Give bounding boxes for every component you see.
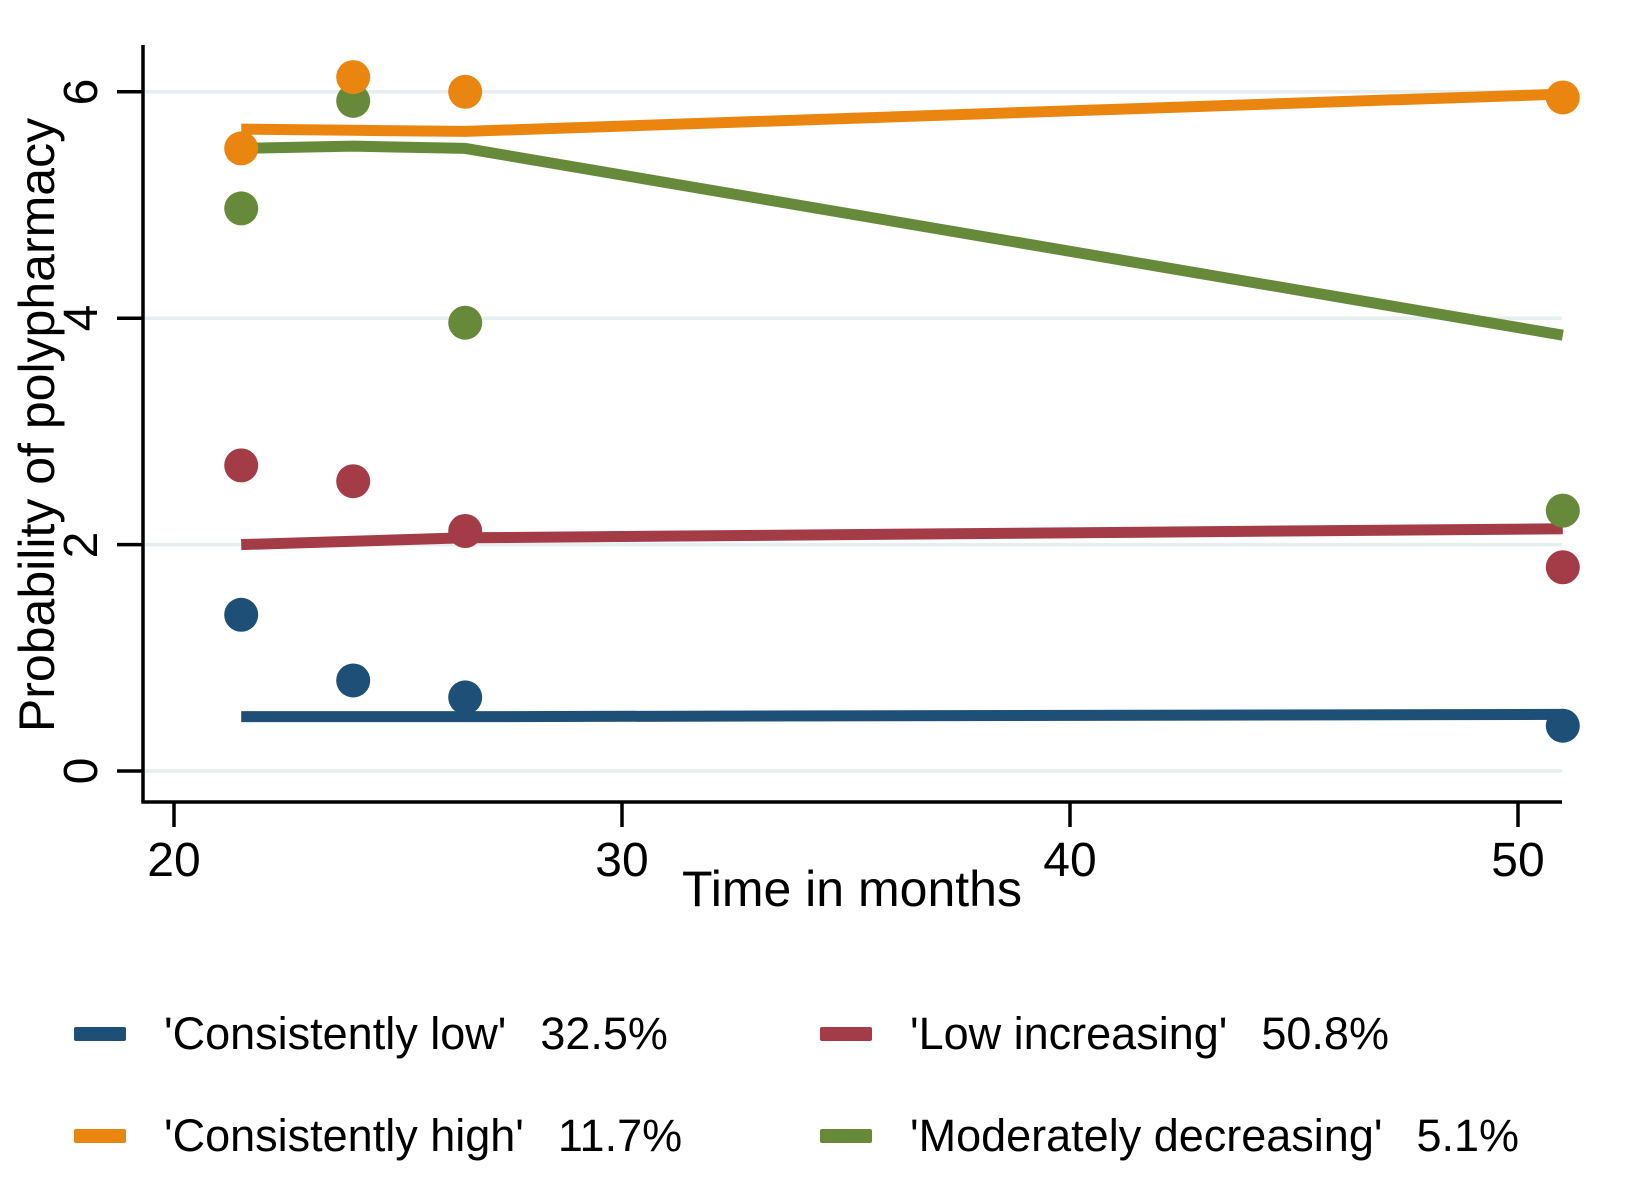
legend-swatch-low-increasing — [820, 1026, 872, 1041]
legend-item-consistently-low: 'Consistently low' 32.5% — [74, 1008, 820, 1060]
data-point — [224, 448, 259, 483]
data-point — [448, 680, 483, 715]
data-point — [224, 597, 259, 632]
y-tick-label: 6 — [55, 78, 108, 106]
data-point — [448, 514, 483, 549]
legend-label: 'Consistently high' — [164, 1109, 524, 1161]
legend-swatch-consistently-high — [74, 1128, 126, 1143]
data-point — [448, 74, 483, 109]
legend-percent: 5.1% — [1416, 1109, 1520, 1161]
data-point — [336, 83, 371, 118]
data-point — [448, 305, 483, 340]
data-point — [224, 191, 259, 226]
trajectory-line — [241, 523, 1563, 551]
legend-item-low-increasing: 'Low increasing' 50.8% — [820, 1008, 1614, 1060]
legend-label: 'Moderately decreasing' — [910, 1109, 1383, 1161]
trajectory-line — [241, 708, 1563, 723]
x-tick-label: 50 — [1491, 834, 1545, 887]
x-tick-label: 20 — [147, 834, 201, 887]
legend-label: 'Consistently low' — [164, 1008, 507, 1059]
trajectory-line — [241, 140, 1564, 341]
legend-swatch-consistently-low — [74, 1026, 126, 1041]
legend-swatch-moderately-decreasing — [820, 1128, 872, 1143]
x-tick-label: 40 — [1043, 834, 1097, 887]
legend-percent: 50.8% — [1261, 1008, 1389, 1059]
trajectory-line — [241, 88, 1563, 137]
legend-item-consistently-high: 'Consistently high' 11.7% — [74, 1110, 820, 1162]
data-point — [336, 60, 371, 95]
legend-item-moderately-decreasing: 'Moderately decreasing' 5.1% — [820, 1110, 1614, 1162]
x-tick-label: 30 — [595, 834, 649, 887]
legend: 'Consistently low' 32.5% 'Low increasing… — [74, 1008, 1614, 1162]
y-tick-label: 0 — [55, 757, 108, 785]
x-axis-title: Time in months — [682, 861, 1022, 917]
data-point — [224, 131, 259, 166]
data-point — [1545, 550, 1580, 585]
data-point — [1545, 80, 1580, 115]
data-point — [1545, 493, 1580, 528]
legend-percent: 11.7% — [557, 1109, 683, 1161]
y-axis-title: Probability of polypharmacy — [9, 117, 65, 733]
legend-percent: 32.5% — [540, 1008, 668, 1059]
legend-label: 'Low increasing' — [910, 1008, 1228, 1059]
data-point — [336, 663, 371, 698]
data-point — [336, 464, 371, 499]
data-point — [1545, 708, 1580, 743]
